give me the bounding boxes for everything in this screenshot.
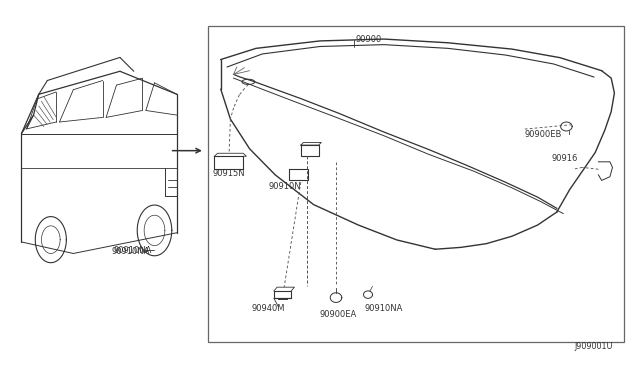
Text: 90900: 90900 bbox=[355, 35, 381, 44]
Text: 90910NA: 90910NA bbox=[114, 246, 152, 255]
Text: 90910NA: 90910NA bbox=[112, 247, 150, 256]
Text: 90900EA: 90900EA bbox=[320, 310, 357, 319]
Text: 90900EB: 90900EB bbox=[525, 130, 562, 139]
Text: 90910N: 90910N bbox=[269, 182, 301, 190]
Text: 90910NA: 90910NA bbox=[365, 304, 403, 313]
Text: J909001U: J909001U bbox=[575, 342, 613, 351]
Text: 90916: 90916 bbox=[552, 154, 578, 163]
Text: 90915N: 90915N bbox=[212, 169, 245, 178]
Text: 90940M: 90940M bbox=[252, 304, 285, 313]
